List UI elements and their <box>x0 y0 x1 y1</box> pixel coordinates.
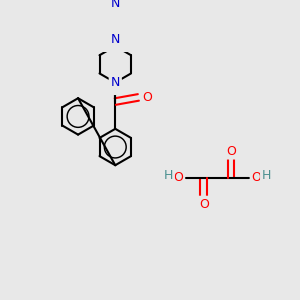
Text: O: O <box>142 91 152 104</box>
Text: H: H <box>262 169 271 182</box>
Text: N: N <box>111 80 120 93</box>
Text: N: N <box>111 76 120 89</box>
Text: O: O <box>199 198 209 211</box>
Text: O: O <box>173 171 183 184</box>
Text: N: N <box>111 0 120 10</box>
Text: H: H <box>164 169 173 182</box>
Text: N: N <box>111 33 120 46</box>
Text: O: O <box>252 171 262 184</box>
Text: O: O <box>226 145 236 158</box>
